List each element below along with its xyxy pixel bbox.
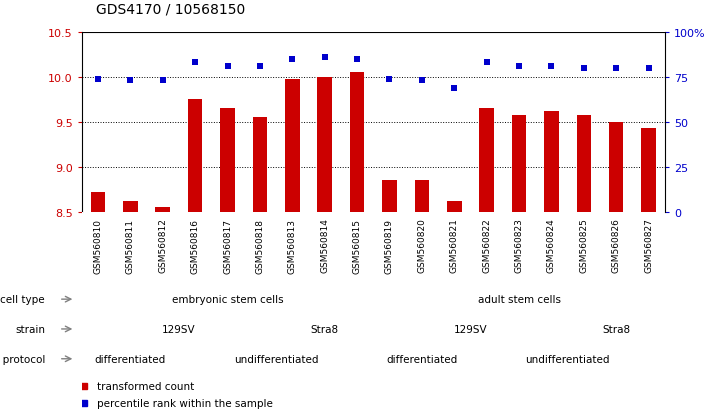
Bar [544, 112, 559, 212]
Bar [350, 73, 364, 212]
Bar [285, 79, 299, 212]
Bar [609, 122, 624, 212]
Text: GSM560812: GSM560812 [159, 218, 167, 273]
Text: strain: strain [15, 324, 45, 334]
Bar [641, 129, 656, 212]
Point [255, 64, 266, 70]
Text: undifferentiated: undifferentiated [525, 354, 610, 364]
Point [92, 76, 104, 83]
Point [124, 78, 136, 84]
Bar [123, 202, 138, 212]
Text: GSM560813: GSM560813 [288, 218, 296, 273]
Text: GSM560811: GSM560811 [126, 218, 135, 273]
Text: differentiated: differentiated [95, 354, 166, 364]
Point [449, 85, 460, 92]
Text: growth protocol: growth protocol [0, 354, 45, 364]
Point [513, 64, 525, 70]
Point [578, 65, 589, 72]
Text: embryonic stem cells: embryonic stem cells [172, 294, 283, 304]
Bar [220, 109, 235, 212]
Text: GSM560817: GSM560817 [223, 218, 232, 273]
Text: GDS4170 / 10568150: GDS4170 / 10568150 [96, 2, 245, 16]
Bar [91, 192, 105, 212]
Point [481, 60, 492, 66]
Bar [577, 116, 591, 212]
Text: GSM560810: GSM560810 [93, 218, 102, 273]
Text: 129SV: 129SV [162, 324, 196, 334]
Bar [512, 115, 526, 212]
Point [611, 65, 622, 72]
Bar [415, 181, 429, 212]
Bar [383, 181, 397, 212]
Bar [252, 118, 267, 212]
Text: GSM560827: GSM560827 [644, 218, 653, 273]
Text: GSM560826: GSM560826 [611, 218, 621, 273]
Text: adult stem cells: adult stem cells [478, 294, 560, 304]
Point [384, 76, 395, 83]
Text: cell type: cell type [0, 294, 45, 304]
Text: undifferentiated: undifferentiated [234, 354, 319, 364]
Text: GSM560815: GSM560815 [353, 218, 362, 273]
Point [287, 56, 298, 63]
Bar [156, 208, 170, 212]
Point [157, 78, 169, 84]
Text: GSM560825: GSM560825 [579, 218, 588, 273]
Text: GSM560821: GSM560821 [450, 218, 459, 273]
Point [643, 65, 654, 72]
Text: differentiated: differentiated [386, 354, 457, 364]
Text: GSM560823: GSM560823 [515, 218, 523, 273]
Text: percentile rank within the sample: percentile rank within the sample [97, 398, 272, 408]
Bar [317, 78, 332, 212]
Text: 129SV: 129SV [454, 324, 487, 334]
Text: Stra8: Stra8 [311, 324, 338, 334]
Point [319, 55, 331, 61]
Text: GSM560818: GSM560818 [255, 218, 264, 273]
Point [351, 56, 363, 63]
Bar [188, 100, 203, 212]
Bar [479, 109, 494, 212]
Text: GSM560819: GSM560819 [385, 218, 394, 273]
Bar [447, 202, 461, 212]
Point [222, 64, 233, 70]
Text: Stra8: Stra8 [602, 324, 630, 334]
Text: GSM560814: GSM560814 [320, 218, 329, 273]
Text: transformed count: transformed count [97, 381, 194, 391]
Point [546, 64, 557, 70]
Text: GSM560816: GSM560816 [191, 218, 200, 273]
Point [416, 78, 427, 84]
Text: GSM560820: GSM560820 [417, 218, 427, 273]
Text: GSM560822: GSM560822 [482, 218, 491, 273]
Point [189, 60, 201, 66]
Text: GSM560824: GSM560824 [547, 218, 556, 273]
